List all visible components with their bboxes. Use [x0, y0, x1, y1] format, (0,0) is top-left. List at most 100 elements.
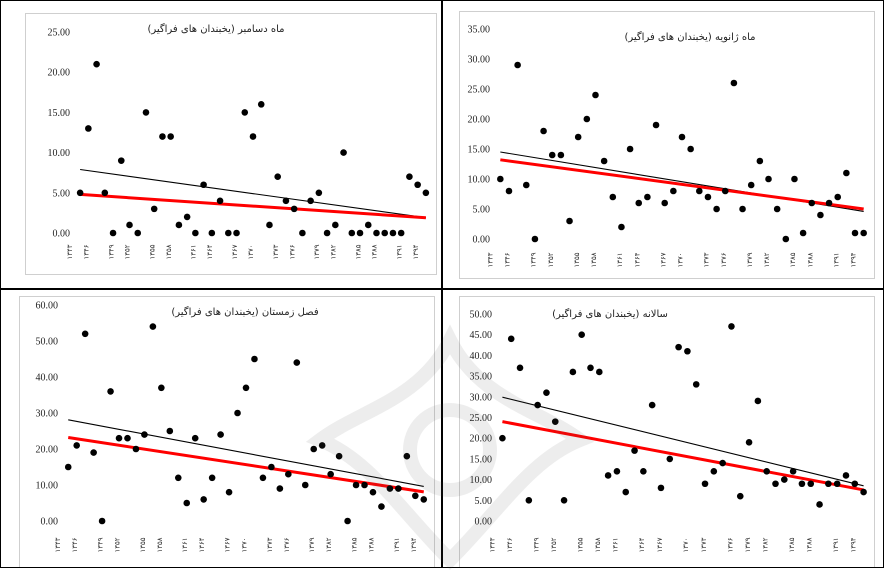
y-tick-label: 0.00 — [53, 229, 71, 240]
data-point — [661, 199, 668, 207]
data-point — [242, 384, 250, 392]
data-point — [81, 330, 89, 338]
figure-grid: 0.00 5.00 10.00 15.00 20.00 25.00 ماه دسامبر (… — [0, 0, 884, 568]
data-point — [98, 517, 106, 525]
data-point — [525, 497, 533, 504]
y-tick-label: 35.00 — [470, 372, 493, 383]
x-tick-label: ۱۳۷۳ — [703, 252, 711, 267]
x-tick-label: ۱۳۶۴ — [206, 244, 214, 259]
data-point — [648, 401, 656, 409]
x-tick-label: ۱۳۴۹ — [97, 537, 105, 552]
data-point — [183, 499, 191, 507]
data-point — [307, 197, 314, 205]
x-tick-label: ۱۳۶۱ — [612, 537, 620, 552]
data-point — [395, 485, 402, 492]
data-point — [73, 442, 80, 449]
data-point — [543, 389, 550, 396]
chart-january: 0.00 5.00 10.00 15.00 20.00 25.00 30.00 35.00 ما… — [468, 25, 867, 268]
data-point — [548, 151, 556, 159]
data-point — [618, 223, 625, 231]
data-point — [397, 229, 405, 237]
data-point — [710, 468, 718, 475]
data-point — [318, 442, 326, 449]
data-point — [566, 217, 573, 225]
data-point — [825, 480, 832, 488]
data-point — [389, 229, 397, 237]
data-point — [604, 472, 612, 479]
x-tick-label: ۱۳۵۸ — [594, 537, 602, 552]
data-point — [340, 149, 347, 156]
data-point — [522, 181, 530, 189]
data-point — [730, 79, 738, 87]
data-point — [107, 388, 114, 395]
data-point — [799, 229, 807, 237]
y-tick-label: 10.00 — [470, 475, 493, 486]
x-tick-label: ۱۳۶۱ — [616, 252, 624, 267]
data-point — [101, 189, 109, 197]
data-point — [640, 468, 647, 475]
data-point — [276, 485, 284, 492]
data-point — [644, 193, 651, 201]
x-tick-label: ۱۳۹۱ — [832, 252, 840, 267]
x-tick-label: ۱۳۶۷ — [656, 537, 664, 552]
data-point — [361, 481, 368, 489]
x-tick-label: ۱۳۹۱ — [832, 537, 840, 552]
data-point — [626, 145, 634, 153]
data-point — [344, 517, 351, 525]
data-point — [167, 133, 174, 140]
data-point — [763, 468, 770, 475]
x-tick-label: ۱۳۹۴ — [412, 244, 420, 259]
data-point — [574, 133, 582, 141]
data-point — [721, 187, 729, 195]
data-point — [569, 368, 577, 376]
data-point — [332, 221, 339, 229]
x-tick-label: ۱۳۹۱ — [393, 537, 401, 552]
x-tick-label: ۱۳۴۹ — [107, 244, 115, 259]
x-tick-label: ۱۳۶۷ — [659, 252, 667, 267]
x-tick-label: ۱۳۸۵ — [354, 244, 362, 259]
y-tick-label: 10.00 — [48, 148, 71, 159]
x-tick-label: ۱۳۶۴ — [633, 252, 641, 267]
data-point — [534, 401, 541, 409]
data-point — [315, 189, 323, 197]
x-tick-label: ۱۳۴۳ — [54, 537, 62, 552]
y-tick-label: 50.00 — [470, 310, 493, 321]
data-point — [299, 229, 306, 237]
data-point — [142, 109, 150, 116]
data-point — [134, 229, 142, 237]
x-tick-label: ۱۳۷۳ — [700, 537, 708, 552]
data-point — [126, 221, 133, 229]
data-point — [301, 481, 309, 489]
data-point — [798, 480, 806, 488]
data-point — [514, 61, 521, 69]
x-tick-label: ۱۳۴۳ — [66, 244, 74, 259]
x-tick-label: ۱۳۵۲ — [124, 244, 132, 259]
chart-panel-annual: 0.00 5.00 10.00 15.00 20.00 25.00 30.00 35.00 40… — [459, 296, 875, 567]
y-tick-label: 10.00 — [36, 481, 59, 492]
data-point — [225, 229, 232, 237]
data-point — [166, 427, 174, 435]
data-point — [251, 355, 258, 363]
data-point — [789, 468, 797, 475]
data-point — [85, 125, 92, 132]
y-tick-label: 15.00 — [470, 454, 493, 465]
data-point — [93, 60, 100, 68]
cell-january: 0.00 5.00 10.00 15.00 20.00 25.00 30.00 35.00 ما… — [442, 0, 884, 289]
data-point — [327, 470, 334, 478]
data-point — [516, 364, 524, 372]
data-point — [76, 189, 84, 197]
data-point — [373, 229, 380, 237]
data-point — [310, 445, 318, 453]
chart-title: سالانه (یخبندان های فراگیر) — [552, 308, 668, 320]
x-tick-label: ۱۳۴۶ — [506, 537, 514, 552]
data-point — [851, 480, 859, 488]
data-point — [412, 492, 419, 500]
y-tick-label: 15.00 — [48, 108, 71, 119]
x-tick-label: ۱۳۶۷ — [231, 244, 239, 259]
data-point — [666, 455, 674, 463]
x-tick-label: ۱۳۶۴ — [638, 537, 646, 552]
x-tick-label: ۱۳۹۱ — [395, 244, 403, 259]
x-tick-label: ۱۳۴۶ — [83, 244, 91, 259]
chart-winter: 0.00 10.00 20.00 30.00 40.00 50.00 60.00 فصل زم… — [36, 301, 428, 553]
chart-annual: 0.00 5.00 10.00 15.00 20.00 25.00 30.00 35.00 40… — [470, 308, 867, 553]
